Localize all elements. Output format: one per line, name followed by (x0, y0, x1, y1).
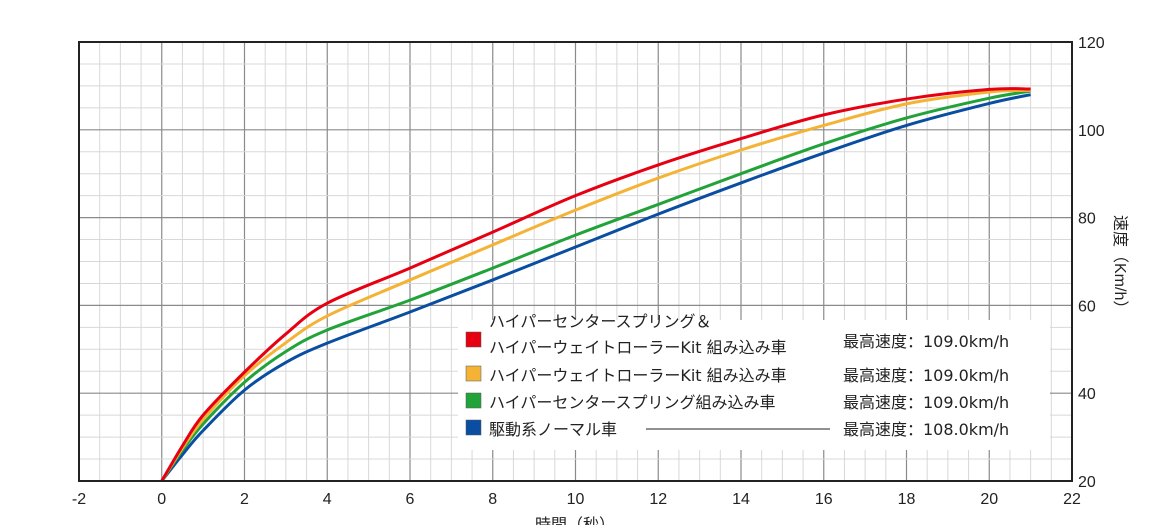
x-axis-label: 時間（秒） (535, 516, 615, 525)
x-tick-label: 8 (488, 491, 497, 508)
legend: ハイパーセンタースプリング＆ハイパーウェイトローラーKit 組み込み車 最高速度：… (458, 312, 1050, 450)
series-lines (160, 87, 1031, 482)
x-tick-label: 14 (732, 491, 750, 508)
x-tick-label: 16 (815, 491, 833, 508)
y-tick-label: 100 (1078, 123, 1105, 140)
legend-swatch (465, 392, 482, 409)
legend-max-speed: 最高速度：109.0km/h (843, 366, 1009, 385)
x-tick-label: 4 (323, 491, 332, 508)
x-tick-label: 0 (157, 491, 166, 508)
plot-frame (78, 41, 1073, 482)
series-line (160, 93, 1031, 482)
series-line (160, 88, 1031, 482)
series-line (160, 87, 1031, 482)
legend-swatch (465, 419, 482, 436)
series-line (160, 89, 1031, 482)
legend-label: ハイパーセンタースプリング組み込み車 (489, 393, 776, 412)
x-tick-label: 18 (898, 491, 916, 508)
legend-label: 駆動系ノーマル車 (489, 420, 617, 439)
legend-background (458, 320, 1050, 450)
legend-label: ハイパーウェイトローラーKit 組み込み車 (489, 338, 787, 357)
x-tick-label: 10 (567, 491, 585, 508)
y-tick-label: 60 (1078, 298, 1096, 315)
y-tick-label: 20 (1078, 474, 1096, 491)
y-tick-label: 120 (1078, 35, 1105, 52)
legend-swatch (465, 365, 482, 382)
x-tick-label: -2 (72, 491, 86, 508)
legend-swatch (465, 331, 482, 348)
x-tick-label: 12 (649, 491, 667, 508)
legend-max-speed: 最高速度：109.0km/h (843, 393, 1009, 412)
y-tick-label: 80 (1078, 211, 1096, 228)
x-tick-label: 2 (240, 491, 249, 508)
legend-max-speed: 最高速度：108.0km/h (843, 420, 1009, 439)
y-tick-label: 40 (1078, 386, 1096, 403)
x-tick-label: 20 (980, 491, 998, 508)
y-axis-label: 速度（Km/h） (1111, 215, 1129, 316)
x-tick-label: 6 (406, 491, 415, 508)
legend-max-speed: 最高速度：109.0km/h (843, 332, 1009, 351)
legend-label: ハイパーセンタースプリング＆ (489, 312, 712, 331)
x-tick-label: 22 (1063, 491, 1081, 508)
legend-label: ハイパーウェイトローラーKit 組み込み車 (489, 366, 787, 385)
